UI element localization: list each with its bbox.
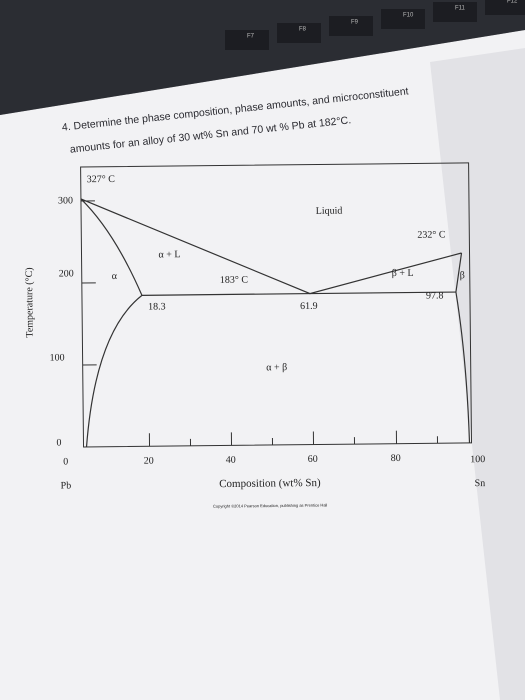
x-tick-label: 100 [470, 454, 485, 465]
label: 183° C [220, 275, 249, 286]
x-axis-end: Sn [475, 478, 486, 489]
alpha-solvus [85, 294, 143, 447]
label: 327° C [87, 174, 116, 185]
key [381, 9, 425, 29]
x-tick-label: 20 [144, 456, 154, 467]
y-tick-label: 0 [56, 437, 61, 448]
x-tick-label: 60 [308, 454, 318, 465]
label: β + L [392, 268, 414, 279]
phase-diagram: 327° C Liquid 232° C α + L α 183° C β + … [24, 162, 486, 509]
key-label: F10 [403, 13, 414, 19]
x-tick-label: 80 [391, 453, 401, 464]
ticks [80, 200, 439, 447]
label: 232° C [417, 229, 446, 240]
paper-shadow [430, 48, 525, 700]
label: 97.8 [426, 290, 444, 301]
key [433, 2, 477, 22]
keys: F7 F8 F9 F10 F11 F12 [225, 0, 525, 50]
eutectic-line [141, 291, 456, 296]
label: α + β [266, 362, 287, 373]
x-axis-end: Pb [61, 480, 72, 491]
key-label: F12 [507, 0, 518, 5]
y-axis-title: Temperature (°C) [24, 267, 36, 337]
paper [0, 30, 525, 700]
label: α [112, 271, 118, 282]
key [277, 23, 321, 43]
label: 61.9 [300, 301, 318, 312]
key [225, 30, 269, 50]
y-tick-label: 200 [59, 268, 74, 279]
y-tick-label: 100 [50, 352, 65, 363]
label: β [460, 270, 465, 281]
x-tick-label: 40 [226, 455, 236, 466]
key [485, 0, 525, 15]
label: α + L [158, 249, 180, 260]
label: Liquid [316, 206, 343, 217]
key-label: F7 [247, 34, 255, 40]
key-label: F11 [455, 6, 466, 12]
beta-solvus [455, 291, 471, 443]
alpha-solidus [80, 198, 143, 296]
key-label: F8 [299, 27, 307, 33]
key-label: F9 [351, 20, 359, 26]
x-axis-title: Composition (wt% Sn) [219, 477, 321, 490]
copyright: Copyright ©2014 Pearson Education, publi… [213, 502, 328, 508]
plot-frame [80, 162, 473, 448]
key [329, 16, 373, 36]
y-tick-label: 300 [58, 195, 73, 206]
x-tick-label: 0 [63, 456, 68, 467]
beta-solidus [455, 252, 463, 293]
label: 18.3 [148, 301, 166, 312]
